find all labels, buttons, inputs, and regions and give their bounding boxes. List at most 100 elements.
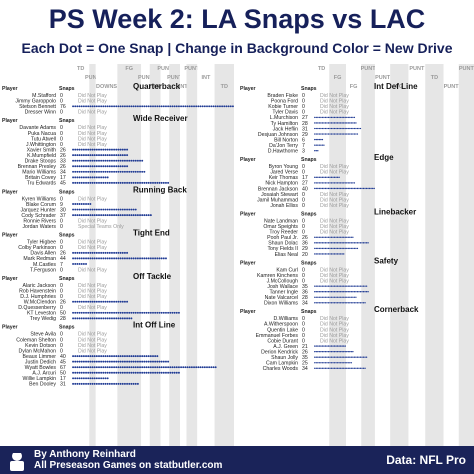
defense-drive-band (458, 64, 474, 446)
offense-did-not-play: Did Not Play (78, 348, 107, 354)
offense-drive-label: PUNT (138, 75, 154, 81)
defense-snap-dot (330, 350, 333, 353)
offense-snap-dot (139, 311, 142, 314)
defense-snap-dot (333, 296, 336, 298)
defense-snap-dot (318, 122, 321, 124)
defense-snap-dot (339, 247, 342, 250)
defense-snap-dot (361, 356, 363, 358)
offense-player-name: Ben Dooley (29, 382, 56, 388)
offense-snap-dot (126, 208, 129, 211)
offense-player-name: Brennan Presley (18, 164, 57, 170)
offense-snap-dot (93, 317, 96, 320)
offense-column-header-player: Player (2, 189, 18, 195)
defense-snap-dot (349, 296, 351, 298)
offense-snap-dot (91, 257, 94, 260)
offense-snap-dot (208, 105, 211, 108)
offense-snap-dot (119, 214, 122, 217)
offense-snap-dot (158, 181, 161, 184)
defense-snap-dot (336, 127, 339, 130)
defense-column-header-snaps: Snaps (301, 211, 317, 217)
offense-snap-dot (110, 214, 113, 217)
offense-snap-dot (177, 366, 180, 369)
offense-snap-dot (78, 355, 81, 358)
offense-snap-dot (123, 105, 126, 108)
offense-snap-dot (149, 105, 152, 108)
defense-snap-dot (346, 236, 348, 238)
offense-snap-dot (100, 208, 103, 211)
defense-snap-dot (329, 253, 331, 255)
defense-snap-dot (324, 350, 327, 353)
offense-snap-dot (78, 366, 81, 369)
defense-snap-dot (320, 133, 322, 135)
offense-snap-dot (74, 170, 77, 173)
defense-snap-dot (349, 116, 351, 119)
defense-snap-dot (335, 127, 337, 130)
defense-player-name: J.McCollough (267, 278, 299, 284)
offense-snap-dot (82, 317, 85, 320)
offense-snap-dot (156, 311, 159, 314)
offense-snap-dot (149, 181, 152, 184)
defense-snap-dot (314, 176, 316, 179)
defense-snap-dot (330, 236, 333, 238)
defense-snap-dot (318, 356, 321, 358)
offense-snap-dot (102, 311, 105, 314)
defense-snap-dot (335, 350, 337, 353)
offense-snap-dot (210, 105, 213, 108)
defense-snap-dot (338, 302, 340, 304)
offense-snap-dot (98, 214, 100, 217)
defense-drive-band (361, 64, 375, 446)
offense-snap-dot (141, 159, 144, 162)
defense-did-not-play: Did Not Play (320, 316, 349, 322)
offense-snap-dot (149, 311, 152, 314)
offense-snap-dot (72, 371, 75, 374)
offense-snap-dot (110, 300, 113, 303)
offense-snap-dot (121, 165, 124, 168)
defense-snap-dot (359, 367, 362, 369)
offense-snap-dot (164, 371, 167, 374)
defense-snap-dot (352, 242, 354, 244)
offense-snap-dot (89, 317, 92, 320)
offense-snap-dot (78, 262, 81, 265)
offense-did-not-play: Did Not Play (78, 136, 107, 142)
defense-player-snaps: 17 (302, 175, 308, 181)
defense-snap-dot (359, 187, 362, 190)
defense-snap-dot (315, 133, 317, 135)
defense-snap-dot (347, 182, 349, 184)
offense-snap-dot (126, 148, 129, 151)
defense-snap-dot (333, 122, 336, 124)
offense-player-snaps: 7 (60, 262, 63, 268)
defense-snap-dot (329, 302, 331, 304)
offense-player-name: Mario Williams (22, 170, 56, 176)
offense-snap-dot (115, 382, 118, 385)
defense-snap-dot (335, 187, 337, 190)
offense-snap-dot (82, 382, 85, 385)
defense-snap-dot (320, 236, 322, 238)
defense-player-snaps: 0 (302, 197, 305, 203)
offense-snap-dot (85, 317, 88, 320)
defense-snap-dot (338, 127, 340, 130)
defense-snap-dot (353, 182, 356, 184)
defense-player-name: Nate Valcarcel (265, 295, 298, 301)
offense-snap-dot (80, 311, 83, 314)
defense-snap-dot (339, 236, 342, 238)
offense-snap-dot (102, 377, 105, 380)
offense-snap-dot (117, 311, 120, 314)
offense-player-snaps: 0 (60, 224, 63, 230)
defense-snap-dot (343, 253, 345, 255)
defense-snap-dot (333, 247, 336, 250)
defense-snap-dot (317, 285, 319, 287)
offense-snap-dot (121, 159, 124, 162)
defense-snap-dot (355, 356, 357, 358)
defense-snap-dot (338, 133, 340, 135)
defense-player-snaps: 20 (302, 252, 308, 258)
defense-snap-dot (318, 302, 321, 304)
offense-snap-dot (72, 203, 75, 205)
offense-snap-dot (119, 311, 122, 314)
offense-snap-dot (121, 371, 124, 374)
offense-snap-dot (128, 360, 131, 363)
defense-snap-dot (314, 356, 316, 358)
offense-snap-dot (119, 382, 122, 385)
offense-player-snaps: 34 (60, 170, 66, 176)
defense-snap-dot (350, 182, 353, 184)
defense-snap-dot (338, 242, 340, 244)
